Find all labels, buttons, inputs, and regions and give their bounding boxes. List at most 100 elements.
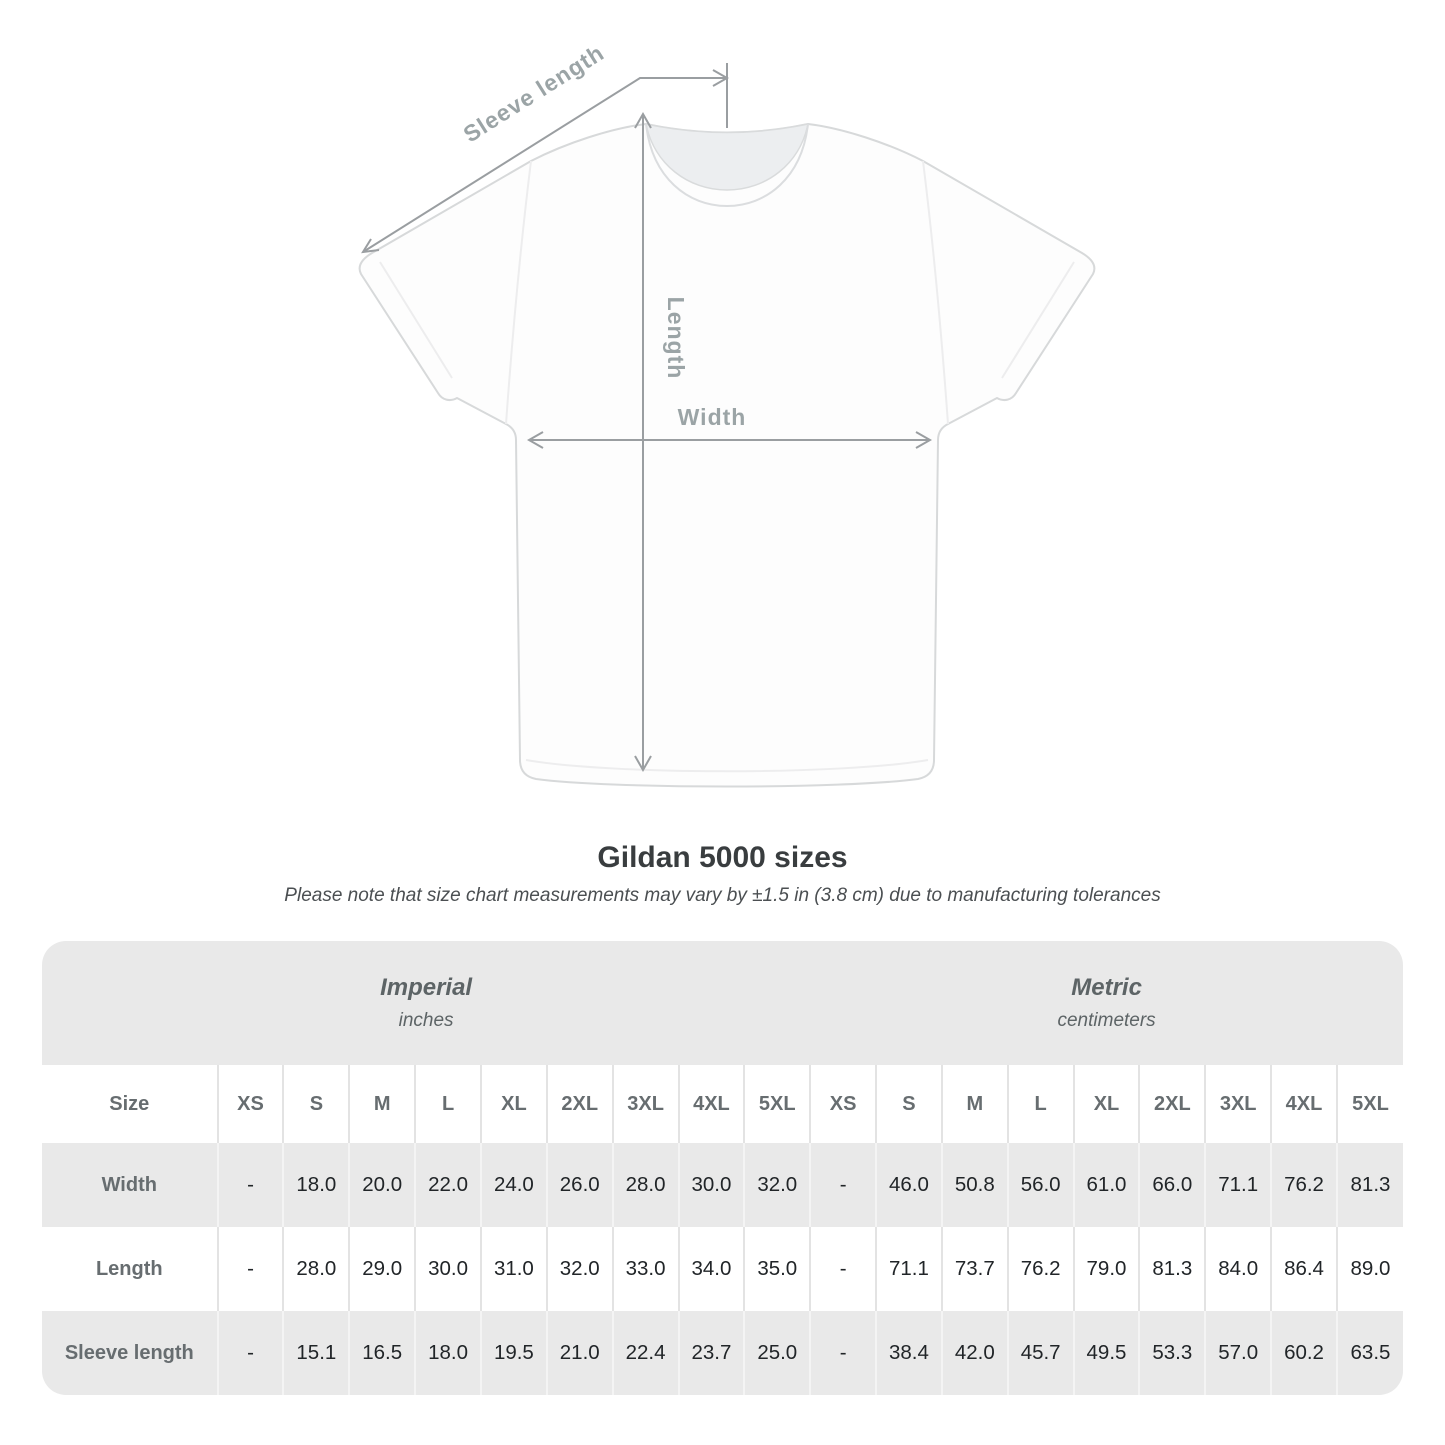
- unit-header-imperial: Imperial inches: [42, 941, 811, 1065]
- page-subtitle: Please note that size chart measurements…: [284, 885, 1161, 906]
- value-cell: 25.0: [743, 1311, 811, 1395]
- value-cell: 23.7: [677, 1311, 745, 1395]
- bottom-hem-seam: [525, 759, 929, 773]
- value-cell: 71.1: [1204, 1143, 1272, 1227]
- value-cell: 22.0: [414, 1143, 481, 1227]
- size-table-grid: Imperial inches Metric centimeters Size …: [42, 941, 1403, 1395]
- value-cell: 50.8: [940, 1143, 1008, 1227]
- unit-name-imperial: Imperial: [380, 974, 473, 1001]
- sleeve-length-label: Sleeve length: [459, 39, 609, 147]
- unit-name-metric: Metric: [1071, 974, 1142, 1001]
- value-cell: 32.0: [545, 1227, 613, 1311]
- value-cell: 30.0: [414, 1227, 481, 1311]
- row-label: Sleeve length: [42, 1311, 218, 1395]
- value-cell: 20.0: [348, 1143, 416, 1227]
- value-cell: -: [216, 1311, 284, 1395]
- width-arrow: Width: [526, 404, 933, 449]
- size-header-cell: 4XL: [677, 1065, 745, 1143]
- unit-header-row: Imperial inches Metric centimeters: [42, 941, 1403, 1065]
- size-header-cell: XS: [216, 1065, 284, 1143]
- size-header-cell: L: [1006, 1065, 1074, 1143]
- size-header-cell: 3XL: [1204, 1065, 1272, 1143]
- value-cell: 21.0: [545, 1311, 613, 1395]
- left-sleeve-hem: [379, 261, 453, 379]
- value-cell: -: [216, 1143, 284, 1227]
- right-sleeve-hem: [1001, 261, 1075, 379]
- value-cell: 57.0: [1204, 1311, 1272, 1395]
- value-cell: 24.0: [479, 1143, 547, 1227]
- value-cell: 19.5: [479, 1311, 547, 1395]
- right-sleeve-seam: [922, 160, 949, 425]
- left-sleeve-seam: [505, 160, 532, 425]
- size-header-cell: XS: [809, 1065, 877, 1143]
- unit-sub-imperial: inches: [398, 1010, 454, 1031]
- value-cell: 18.0: [414, 1311, 481, 1395]
- value-cell: 60.2: [1270, 1311, 1337, 1395]
- value-cell: 31.0: [479, 1227, 547, 1311]
- unit-header-metric: Metric centimeters: [810, 941, 1403, 1065]
- value-cell: 49.5: [1072, 1311, 1140, 1395]
- size-header-cell: 3XL: [611, 1065, 679, 1143]
- value-cell: 30.0: [677, 1143, 745, 1227]
- unit-sub-metric: centimeters: [1057, 1010, 1156, 1031]
- tshirt-diagram: Width Length Sleeve length: [358, 39, 1096, 788]
- value-cell: 76.2: [1270, 1143, 1337, 1227]
- value-cell: 15.1: [282, 1311, 350, 1395]
- size-header-row: Size XS S M L XL 2XL 3XL 4XL 5XL XS S M …: [42, 1065, 1403, 1143]
- value-cell: 28.0: [611, 1143, 679, 1227]
- value-cell: 45.7: [1006, 1311, 1074, 1395]
- width-label: Width: [678, 404, 747, 430]
- value-cell: 71.1: [875, 1227, 942, 1311]
- value-cell: 34.0: [677, 1227, 745, 1311]
- value-cell: 33.0: [611, 1227, 679, 1311]
- row-label: Length: [42, 1227, 218, 1311]
- tshirt-diagram-svg: Width Length Sleeve length: [358, 39, 1096, 788]
- value-cell: 86.4: [1270, 1227, 1337, 1311]
- value-cell: 89.0: [1335, 1227, 1403, 1311]
- value-cell: 32.0: [743, 1143, 811, 1227]
- value-cell: 61.0: [1072, 1143, 1140, 1227]
- value-cell: 38.4: [875, 1311, 942, 1395]
- value-cell: 79.0: [1072, 1227, 1140, 1311]
- value-cell: 76.2: [1006, 1227, 1074, 1311]
- length-label: Length: [663, 297, 689, 380]
- neck-opening: [645, 123, 809, 191]
- size-column-header: Size: [42, 1065, 218, 1143]
- value-cell: 16.5: [348, 1311, 416, 1395]
- size-header-cell: 5XL: [743, 1065, 811, 1143]
- size-header-cell: 2XL: [545, 1065, 613, 1143]
- size-header-cell: S: [282, 1065, 350, 1143]
- size-header-cell: L: [414, 1065, 481, 1143]
- size-header-cell: 5XL: [1335, 1065, 1403, 1143]
- size-header-cell: S: [875, 1065, 942, 1143]
- value-cell: 66.0: [1138, 1143, 1206, 1227]
- value-cell: 26.0: [545, 1143, 613, 1227]
- value-cell: 73.7: [940, 1227, 1008, 1311]
- value-cell: -: [809, 1143, 877, 1227]
- size-header-cell: XL: [479, 1065, 547, 1143]
- collar-band: [645, 123, 809, 208]
- value-cell: 63.5: [1335, 1311, 1403, 1395]
- length-arrow: Length: [634, 111, 689, 773]
- size-header-cell: 2XL: [1138, 1065, 1206, 1143]
- value-cell: -: [809, 1227, 877, 1311]
- table-row-sleeve-length: Sleeve length - 15.1 16.5 18.0 19.5 21.0…: [42, 1311, 1403, 1395]
- value-cell: 29.0: [348, 1227, 416, 1311]
- value-cell: 42.0: [940, 1311, 1008, 1395]
- value-cell: -: [809, 1311, 877, 1395]
- value-cell: 53.3: [1138, 1311, 1206, 1395]
- value-cell: 84.0: [1204, 1227, 1272, 1311]
- value-cell: -: [216, 1227, 284, 1311]
- value-cell: 18.0: [282, 1143, 350, 1227]
- value-cell: 56.0: [1006, 1143, 1074, 1227]
- row-label: Width: [42, 1143, 218, 1227]
- size-header-cell: XL: [1072, 1065, 1140, 1143]
- value-cell: 28.0: [282, 1227, 350, 1311]
- size-header-cell: M: [940, 1065, 1008, 1143]
- value-cell: 35.0: [743, 1227, 811, 1311]
- tshirt-image: [358, 123, 1096, 788]
- table-row-width: Width - 18.0 20.0 22.0 24.0 26.0 28.0 30…: [42, 1143, 1403, 1227]
- page-title: Gildan 5000 sizes: [597, 841, 848, 874]
- table-row-length: Length - 28.0 29.0 30.0 31.0 32.0 33.0 3…: [42, 1227, 1403, 1311]
